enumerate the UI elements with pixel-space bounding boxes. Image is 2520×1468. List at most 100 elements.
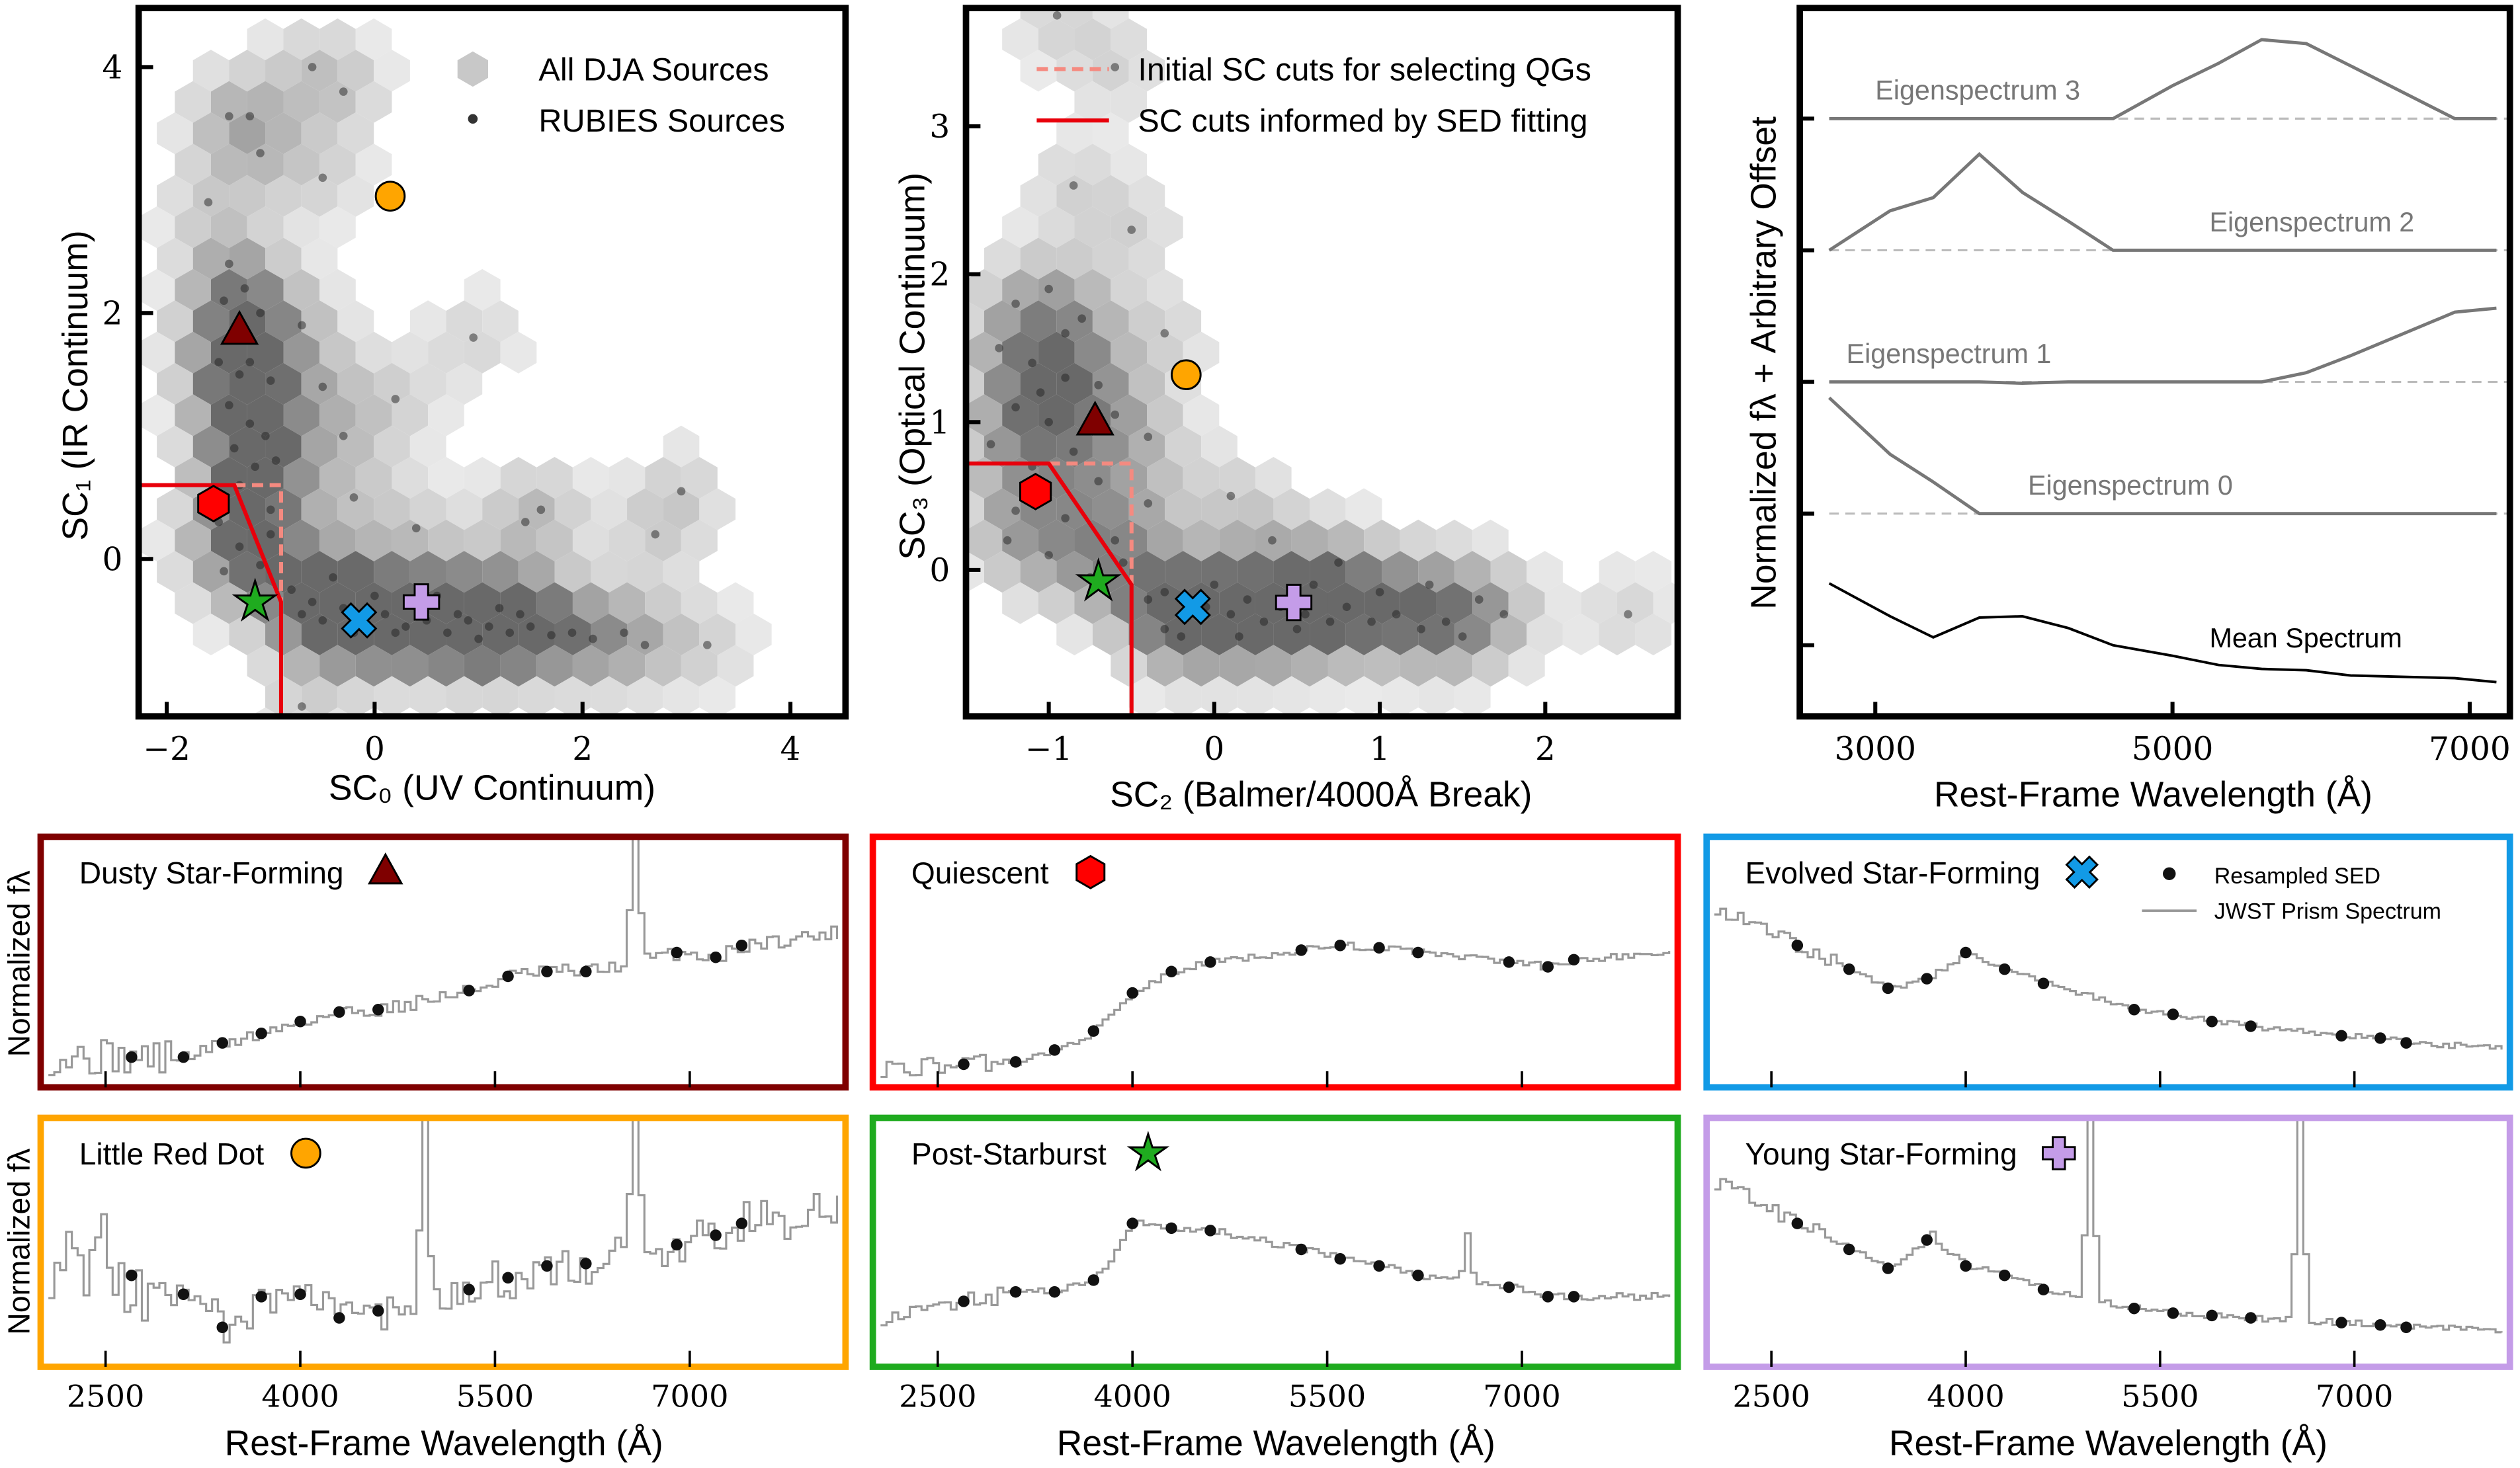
hexbin-cell <box>1382 676 1419 717</box>
hexbin-cell <box>1273 613 1310 655</box>
hexbin-cell <box>1038 143 1075 186</box>
resampled-sed-point <box>1334 939 1346 952</box>
hexbin-cell <box>301 362 338 405</box>
resampled-sed-point <box>1009 1285 1022 1298</box>
hexbin-cell <box>1020 425 1057 468</box>
hexbin-cell <box>1219 457 1255 499</box>
resampled-sed-point <box>1295 944 1308 956</box>
x-marker-icon <box>341 602 378 639</box>
resampled-sed-point <box>1204 956 1216 968</box>
rubies-point <box>1499 610 1509 619</box>
rubies-point <box>220 296 228 306</box>
hexbin-cell <box>1111 519 1148 561</box>
circle-marker-icon <box>1171 359 1202 391</box>
hexbin-cell <box>984 551 1021 593</box>
hexbin-cell <box>1074 18 1111 61</box>
rubies-point <box>339 87 348 96</box>
resampled-sed-point <box>1568 1291 1580 1303</box>
rubies-point <box>1301 610 1310 619</box>
triangle-marker <box>367 852 403 885</box>
hexbin-cell <box>1183 519 1220 561</box>
hexbin-cell <box>1527 613 1563 655</box>
series-line-1 <box>1827 396 2497 516</box>
hexbin-cell <box>192 112 230 155</box>
panel-title: Young Star-Forming <box>1745 1137 2017 1171</box>
hexbin-cell <box>446 613 483 655</box>
hexbin-cell <box>1111 582 1148 624</box>
hexbin-cell <box>1128 488 1165 530</box>
rubies-point <box>370 591 379 600</box>
hexbin-cell <box>500 519 537 561</box>
legend-rubies: RUBIES Sources <box>538 103 784 139</box>
x-tick-label: 7000 <box>2429 731 2511 768</box>
rubies-point <box>1292 625 1302 633</box>
hexbin-cell <box>374 50 410 92</box>
hexbin-cell <box>409 613 446 655</box>
hexbin-layer <box>966 8 1678 717</box>
hexbin-cell <box>265 488 302 530</box>
hexbin-cell <box>572 519 609 561</box>
hexbin-cell <box>229 237 266 280</box>
hexbin-cell <box>681 519 718 561</box>
hexbin-cell <box>229 425 266 468</box>
hexbin-cell <box>681 645 718 687</box>
resampled-sed-point <box>958 1058 970 1071</box>
hexbin-cell <box>374 488 410 530</box>
resampled-sed-point <box>1087 1025 1100 1037</box>
resampled-sed-point <box>1412 946 1424 959</box>
hexbin-cell <box>247 18 284 61</box>
resampled-sed-point <box>1009 1056 1022 1068</box>
hexbin-cell <box>1490 613 1527 655</box>
rubies-point <box>1077 314 1086 323</box>
col1-xlabel: Rest-Frame Wavelength (Å) <box>225 1424 663 1463</box>
rubies-point <box>1127 225 1136 234</box>
hexbin-cell <box>1201 425 1238 468</box>
resampled-sed-point <box>1568 954 1580 966</box>
rubies-point <box>1392 610 1401 619</box>
rubies-point <box>526 622 535 631</box>
resampled-sed-point <box>1542 1291 1554 1303</box>
hexbin-cell <box>536 457 573 499</box>
hexbin-cell <box>229 50 266 92</box>
hexbin-cell <box>1020 175 1057 217</box>
hexbin-cell <box>1002 268 1038 311</box>
plot-layer <box>48 8 2510 1344</box>
rubies-point <box>1061 514 1070 522</box>
resampled-sed-point <box>1921 1234 1933 1246</box>
resampled-sed-point <box>1882 982 1894 995</box>
star-marker <box>231 577 278 622</box>
resampled-sed-point <box>1412 1269 1424 1282</box>
hexbin-cell <box>355 18 392 61</box>
hexbin-cell <box>572 457 609 499</box>
hexbin-cell <box>717 582 754 624</box>
rubies-point <box>214 358 223 367</box>
hexbin-cell <box>1490 551 1527 593</box>
hexbin-cell <box>591 551 628 593</box>
hexbin-cell <box>1092 613 1129 655</box>
hexbin-cell <box>717 645 754 687</box>
resampled-sed-point <box>1960 946 1972 959</box>
rubies-point <box>640 641 650 649</box>
y-tick-label: 2 <box>929 257 950 294</box>
legend-jwst-prism: JWST Prism Spectrum <box>2214 899 2441 924</box>
hexbin-cell <box>1092 50 1129 92</box>
hexbin-cell <box>446 551 483 593</box>
rubies-point <box>521 518 530 526</box>
hexbin-cell <box>1056 425 1093 468</box>
hexbin-cell <box>500 645 537 687</box>
hexbin-cell <box>247 81 284 123</box>
hexbin-cell <box>192 362 230 405</box>
hexbin-cell <box>1653 582 1678 624</box>
hexbin-cell <box>1382 551 1419 593</box>
rubies-point <box>1052 11 1062 20</box>
hexbin-cell <box>157 175 193 217</box>
resampled-sed-point <box>2400 1321 2412 1334</box>
rubies-point <box>391 395 400 403</box>
eigenspectrum-1-label: Eigenspectrum 1 <box>1847 339 2052 369</box>
hexbin-cell <box>1056 112 1093 155</box>
resampled-sed-point <box>1334 1252 1346 1265</box>
hexbin-cell <box>337 551 374 593</box>
resampled-sed-point <box>1843 963 1855 975</box>
hexbin-cell <box>283 81 320 123</box>
hexbin-cell <box>175 519 211 561</box>
